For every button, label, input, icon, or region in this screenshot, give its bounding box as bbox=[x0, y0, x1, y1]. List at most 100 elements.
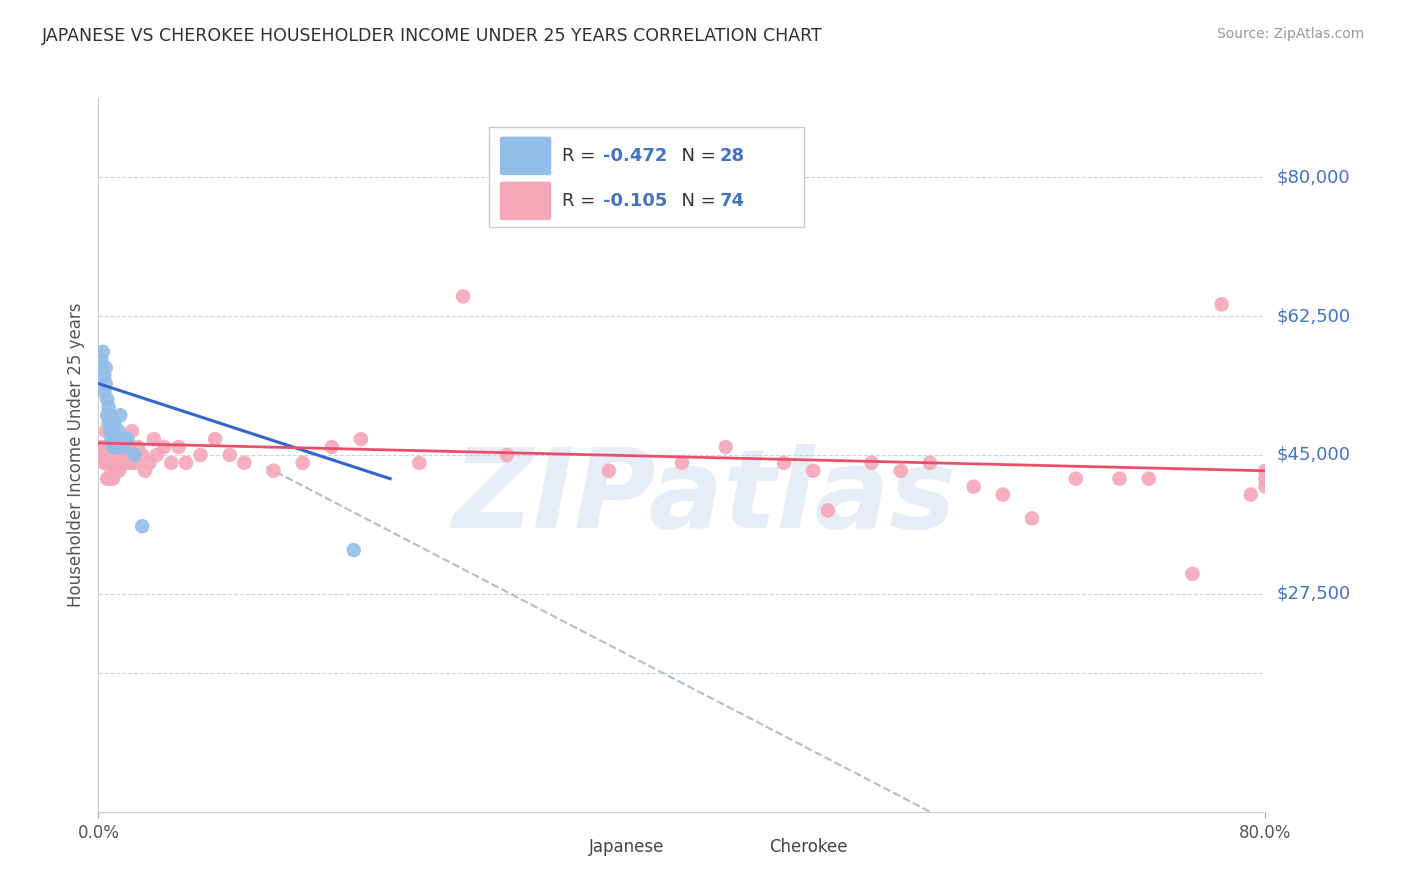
Point bbox=[103, 416, 125, 430]
Point bbox=[153, 440, 176, 454]
Point bbox=[321, 440, 343, 454]
Point bbox=[89, 360, 111, 375]
Point bbox=[96, 472, 118, 486]
Point bbox=[291, 456, 314, 470]
Point bbox=[131, 519, 153, 533]
Text: N =: N = bbox=[671, 192, 721, 210]
Point bbox=[120, 456, 142, 470]
Point bbox=[98, 456, 121, 470]
FancyBboxPatch shape bbox=[501, 136, 551, 175]
Text: R =: R = bbox=[562, 147, 600, 165]
Point bbox=[1254, 480, 1277, 494]
Point bbox=[451, 289, 474, 303]
Point bbox=[93, 456, 115, 470]
Point bbox=[167, 440, 190, 454]
Point bbox=[104, 456, 127, 470]
Point bbox=[100, 432, 122, 446]
Point bbox=[112, 440, 135, 454]
Text: Japanese: Japanese bbox=[589, 838, 664, 856]
Point bbox=[817, 503, 839, 517]
Point bbox=[103, 456, 125, 470]
Point bbox=[131, 448, 153, 462]
Point bbox=[96, 456, 118, 470]
Point bbox=[160, 456, 183, 470]
Text: $80,000: $80,000 bbox=[1277, 169, 1350, 186]
Point bbox=[1211, 297, 1233, 311]
Text: JAPANESE VS CHEROKEE HOUSEHOLDER INCOME UNDER 25 YEARS CORRELATION CHART: JAPANESE VS CHEROKEE HOUSEHOLDER INCOME … bbox=[42, 27, 823, 45]
Point bbox=[94, 424, 117, 438]
Point bbox=[121, 424, 143, 438]
Point bbox=[204, 432, 226, 446]
Point bbox=[98, 409, 121, 423]
Point bbox=[100, 448, 122, 462]
Point bbox=[98, 472, 121, 486]
Point bbox=[91, 344, 114, 359]
Text: Cherokee: Cherokee bbox=[769, 838, 848, 856]
Text: -0.472: -0.472 bbox=[603, 147, 666, 165]
Point bbox=[110, 448, 132, 462]
Point bbox=[142, 432, 165, 446]
Point bbox=[1064, 472, 1087, 486]
Point bbox=[94, 440, 117, 454]
Point bbox=[118, 440, 141, 454]
Text: R =: R = bbox=[562, 192, 600, 210]
Point bbox=[97, 416, 120, 430]
Point bbox=[111, 456, 134, 470]
Point bbox=[93, 384, 115, 399]
Point bbox=[138, 456, 160, 470]
Point bbox=[101, 472, 124, 486]
Point bbox=[408, 456, 430, 470]
Point bbox=[991, 487, 1014, 501]
Point bbox=[495, 448, 517, 462]
Point bbox=[714, 440, 737, 454]
Point bbox=[98, 440, 121, 454]
Point bbox=[91, 448, 114, 462]
Point bbox=[90, 352, 112, 367]
Point bbox=[93, 368, 115, 383]
Point bbox=[1108, 472, 1130, 486]
Point bbox=[1181, 566, 1204, 581]
Point bbox=[105, 440, 128, 454]
Point bbox=[350, 432, 373, 446]
FancyBboxPatch shape bbox=[489, 127, 804, 227]
Point bbox=[174, 456, 197, 470]
Point bbox=[1254, 472, 1277, 486]
Point bbox=[773, 456, 796, 470]
Point bbox=[105, 464, 128, 478]
Point bbox=[1254, 464, 1277, 478]
Point bbox=[108, 464, 131, 478]
Point bbox=[1240, 487, 1263, 501]
FancyBboxPatch shape bbox=[538, 835, 582, 860]
Point bbox=[114, 432, 136, 446]
Point bbox=[124, 456, 146, 470]
Point bbox=[233, 456, 256, 470]
FancyBboxPatch shape bbox=[501, 182, 551, 220]
Point bbox=[801, 464, 824, 478]
Point bbox=[860, 456, 883, 470]
Point bbox=[101, 440, 124, 454]
Point bbox=[114, 440, 136, 454]
Point bbox=[890, 464, 912, 478]
Point bbox=[127, 440, 149, 454]
Point bbox=[134, 464, 156, 478]
Point bbox=[918, 456, 941, 470]
Point bbox=[94, 376, 117, 391]
Point bbox=[671, 456, 693, 470]
Point bbox=[117, 456, 139, 470]
Text: $45,000: $45,000 bbox=[1277, 446, 1351, 464]
Text: Source: ZipAtlas.com: Source: ZipAtlas.com bbox=[1216, 27, 1364, 41]
Point bbox=[97, 440, 120, 454]
Point bbox=[101, 440, 124, 454]
Point bbox=[262, 464, 284, 478]
Text: $27,500: $27,500 bbox=[1277, 584, 1351, 603]
Text: ZIPatlas: ZIPatlas bbox=[453, 444, 957, 551]
Point bbox=[124, 448, 146, 462]
Point bbox=[146, 448, 169, 462]
Point bbox=[94, 360, 117, 375]
Text: 74: 74 bbox=[720, 192, 744, 210]
Point bbox=[1021, 511, 1043, 525]
Point bbox=[962, 480, 984, 494]
Point bbox=[104, 432, 127, 446]
Point bbox=[97, 456, 120, 470]
Point bbox=[190, 448, 212, 462]
